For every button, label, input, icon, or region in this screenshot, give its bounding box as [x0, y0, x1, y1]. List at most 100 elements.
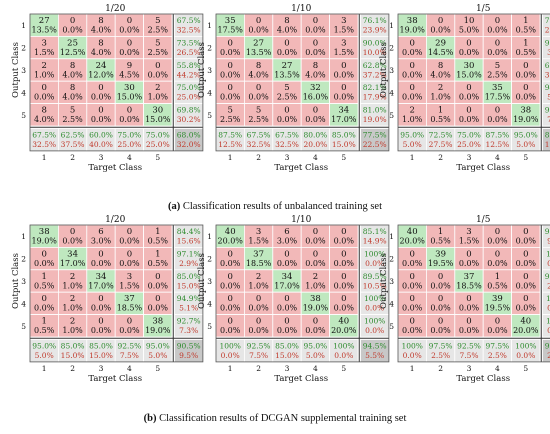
x-axis-label: Target Class: [456, 374, 510, 384]
total-correct: 68.0%: [177, 131, 201, 140]
cell-count: 1: [523, 16, 528, 26]
cell-percent: 0.0%: [119, 259, 140, 268]
row-summary-correct: 76.1%: [363, 16, 387, 25]
x-tick-label: 4: [127, 153, 132, 162]
cell-percent: 0.0%: [277, 304, 298, 313]
cell-percent: 0.5%: [516, 48, 537, 57]
cell-count: 39: [492, 294, 503, 304]
cell-count: 0: [227, 83, 232, 93]
row-summary-correct: 90.9%: [545, 227, 550, 236]
cell-count: 0: [466, 83, 471, 93]
cell-count: 0: [409, 317, 414, 327]
cell-count: 34: [338, 106, 349, 116]
x-axis-label: Target Class: [274, 163, 328, 173]
col-summary-error: 7.5%: [249, 351, 268, 360]
y-tick-label: 2: [389, 44, 394, 53]
col-summary-correct: 95.0%: [400, 131, 424, 140]
cell-percent: 0.0%: [277, 259, 298, 268]
cell-count: 0: [409, 272, 414, 282]
cell-count: 0: [98, 317, 103, 327]
cell-percent: 4.0%: [248, 70, 269, 79]
cell-percent: 0.0%: [119, 115, 140, 124]
col-summary-correct: 100%: [219, 342, 240, 351]
y-axis-label: Output Class: [11, 253, 21, 309]
y-tick-label: 1: [389, 21, 394, 30]
cell-count: 0: [227, 272, 232, 282]
cell-count: 0: [523, 227, 528, 237]
cell-count: 0: [495, 317, 500, 327]
cell-percent: 12.0%: [88, 70, 114, 79]
confusion-matrix-4: 1/203819.0%00.0%63.0%00.0%10.5%00.0%3417…: [11, 215, 203, 384]
row-summary-correct: 100%: [546, 249, 550, 258]
cell-percent: 0.0%: [487, 26, 508, 35]
cell-count: 0: [227, 38, 232, 48]
cell-count: 8: [98, 16, 103, 26]
cell-percent: 0.0%: [148, 70, 169, 79]
cell-percent: 20.0%: [331, 326, 357, 335]
cell-count: 0: [313, 249, 318, 259]
y-tick-label: 4: [207, 299, 212, 308]
col-summary-error: 37.5%: [61, 140, 85, 149]
y-tick-label: 4: [389, 299, 394, 308]
cell-percent: 0.0%: [516, 281, 537, 290]
confusion-matrix-1: 1/202713.5%00.0%84.0%00.0%52.5%31.5%2512…: [11, 4, 203, 173]
cell-count: 5: [155, 16, 160, 26]
x-tick-label: 1: [410, 364, 415, 373]
y-tick-label: 5: [389, 111, 394, 120]
cell-count: 0: [284, 38, 289, 48]
cell-count: 0: [313, 16, 318, 26]
cell-count: 8: [41, 106, 46, 116]
cell-percent: 1.0%: [305, 281, 326, 290]
cell-count: 0: [466, 294, 471, 304]
cell-count: 0: [227, 249, 232, 259]
cell-count: 0: [70, 227, 75, 237]
cell-percent: 0.0%: [487, 237, 508, 246]
cell-count: 0: [523, 249, 528, 259]
cell-percent: 0.0%: [334, 304, 355, 313]
cell-percent: 0.0%: [402, 259, 423, 268]
cell-percent: 0.0%: [220, 259, 241, 268]
cell-percent: 0.0%: [248, 93, 269, 102]
cell-percent: 19.0%: [513, 115, 539, 124]
row-summary-error: 23.9%: [363, 26, 387, 35]
cell-count: 0: [466, 249, 471, 259]
cell-count: 1: [41, 272, 46, 282]
col-summary-correct: 92.5%: [117, 342, 141, 351]
cell-percent: 0.0%: [430, 281, 451, 290]
cell-percent: 0.0%: [119, 48, 140, 57]
cell-count: 0: [98, 294, 103, 304]
y-tick-label: 2: [207, 255, 212, 264]
cell-percent: 0.0%: [220, 70, 241, 79]
col-summary-correct: 80.0%: [303, 131, 327, 140]
cell-count: 0: [341, 272, 346, 282]
x-tick-label: 2: [70, 364, 75, 373]
col-summary-correct: 62.5%: [61, 131, 85, 140]
cell-percent: 1.5%: [119, 281, 140, 290]
cell-count: 0: [41, 294, 46, 304]
x-tick-label: 5: [523, 153, 528, 162]
total-correct: 90.5%: [177, 342, 201, 351]
cell-percent: 4.0%: [305, 70, 326, 79]
confusion-matrix-6: 1/54020.0%10.5%31.5%00.0%00.0%00.0%3919.…: [379, 215, 550, 384]
cell-percent: 3.0%: [91, 237, 112, 246]
cell-percent: 18.5%: [456, 281, 482, 290]
col-summary-error: 5.0%: [35, 351, 54, 360]
cell-count: 1: [438, 227, 443, 237]
cell-percent: 0.0%: [334, 259, 355, 268]
total-correct: 97.5%: [545, 342, 550, 351]
cell-percent: 0.5%: [430, 237, 451, 246]
cell-percent: 0.0%: [402, 326, 423, 335]
cell-count: 0: [284, 249, 289, 259]
cell-count: 9: [127, 61, 132, 71]
col-summary-correct: 95.0%: [303, 342, 327, 351]
y-tick-label: 1: [207, 21, 212, 30]
y-tick-label: 4: [207, 88, 212, 97]
cell-percent: 1.0%: [430, 93, 451, 102]
cell-count: 0: [313, 227, 318, 237]
cell-percent: 17.5%: [217, 26, 243, 35]
cell-count: 5: [256, 106, 261, 116]
y-tick-label: 4: [389, 88, 394, 97]
cell-percent: 4.0%: [91, 48, 112, 57]
y-tick-label: 1: [21, 21, 26, 30]
cell-percent: 0.0%: [459, 115, 480, 124]
